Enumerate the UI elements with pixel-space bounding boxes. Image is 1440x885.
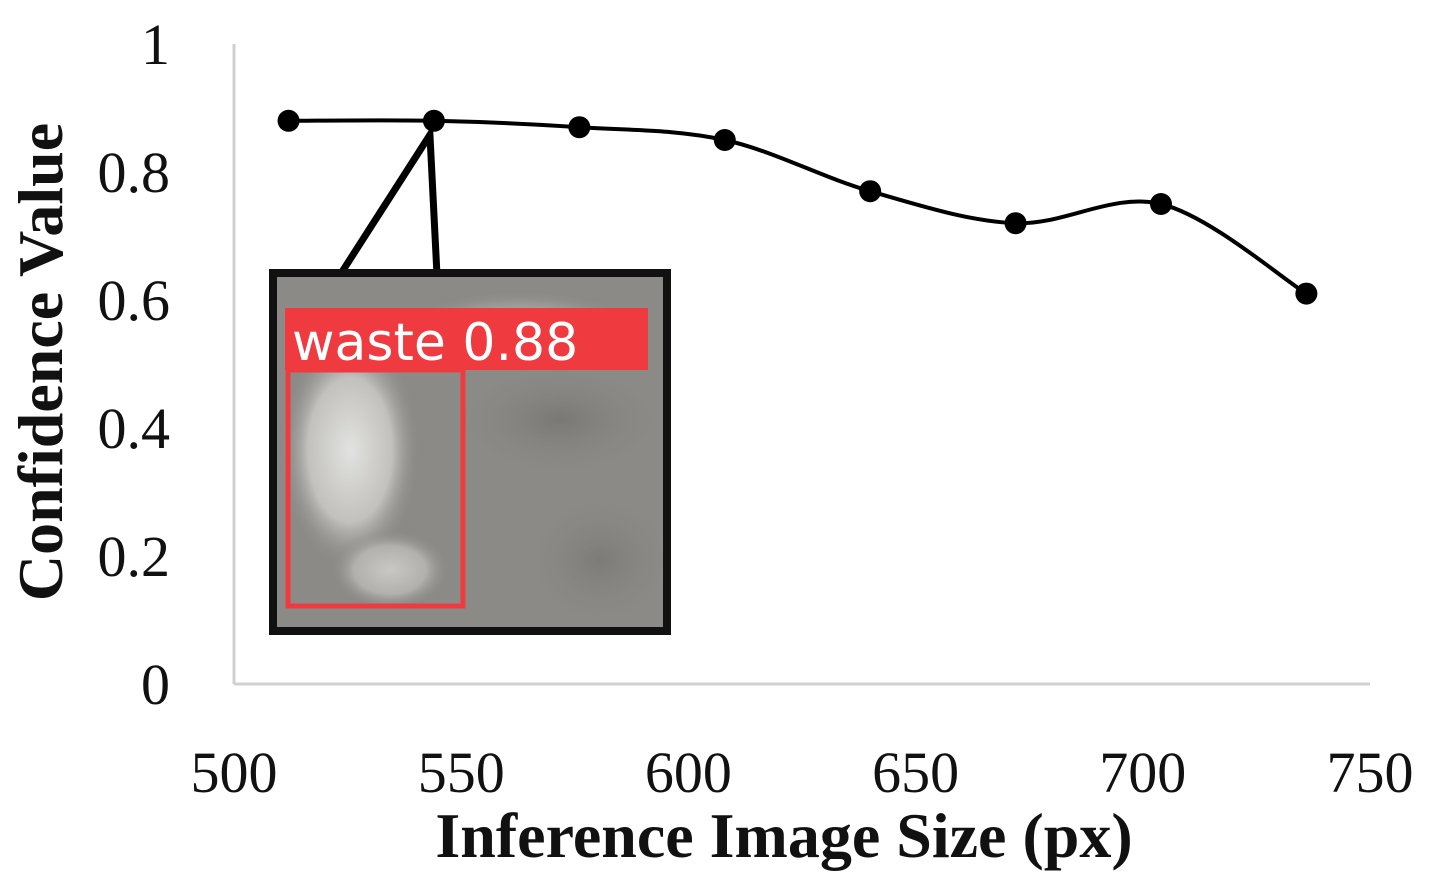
- data-point: [277, 109, 300, 132]
- data-point: [713, 129, 736, 151]
- data-point: [1295, 282, 1318, 305]
- x-tick-label: 750: [1327, 740, 1414, 805]
- x-tick-label: 700: [1099, 740, 1186, 805]
- y-tick-label: 0.6: [98, 268, 171, 333]
- x-tick-label: 500: [191, 740, 278, 805]
- data-point: [568, 116, 591, 139]
- series-points: [277, 109, 1318, 305]
- detection-inset: waste 0.88: [269, 123, 671, 635]
- inset-image: waste 0.88: [277, 277, 663, 627]
- x-axis-title: Inference Image Size (px): [435, 800, 1132, 871]
- data-point: [859, 180, 882, 203]
- callout-lines: [337, 123, 441, 277]
- data-point: [1004, 212, 1027, 235]
- y-axis-title: Confidence Value: [5, 123, 76, 601]
- x-tick-label: 600: [645, 740, 732, 805]
- axes: [232, 44, 1370, 686]
- detection-label: waste 0.88: [292, 313, 578, 373]
- data-point: [422, 109, 445, 132]
- y-tick-label: 0.4: [98, 396, 171, 461]
- y-tick-label: 0.8: [98, 140, 171, 205]
- detection-label-background: [285, 308, 648, 370]
- y-tick-label: 1: [141, 12, 170, 77]
- y-tick-labels: 0 0.2 0.4 0.6 0.8 1: [98, 12, 171, 717]
- y-tick-label: 0: [141, 652, 170, 717]
- x-tick-labels: 500 550 600 650 700 750: [191, 740, 1414, 805]
- inset-frame: [269, 269, 671, 635]
- x-tick-label: 650: [872, 740, 959, 805]
- detection-bounding-box: [285, 367, 466, 609]
- x-tick-label: 550: [418, 740, 505, 805]
- data-point: [1149, 193, 1172, 215]
- y-tick-label: 0.2: [98, 524, 171, 589]
